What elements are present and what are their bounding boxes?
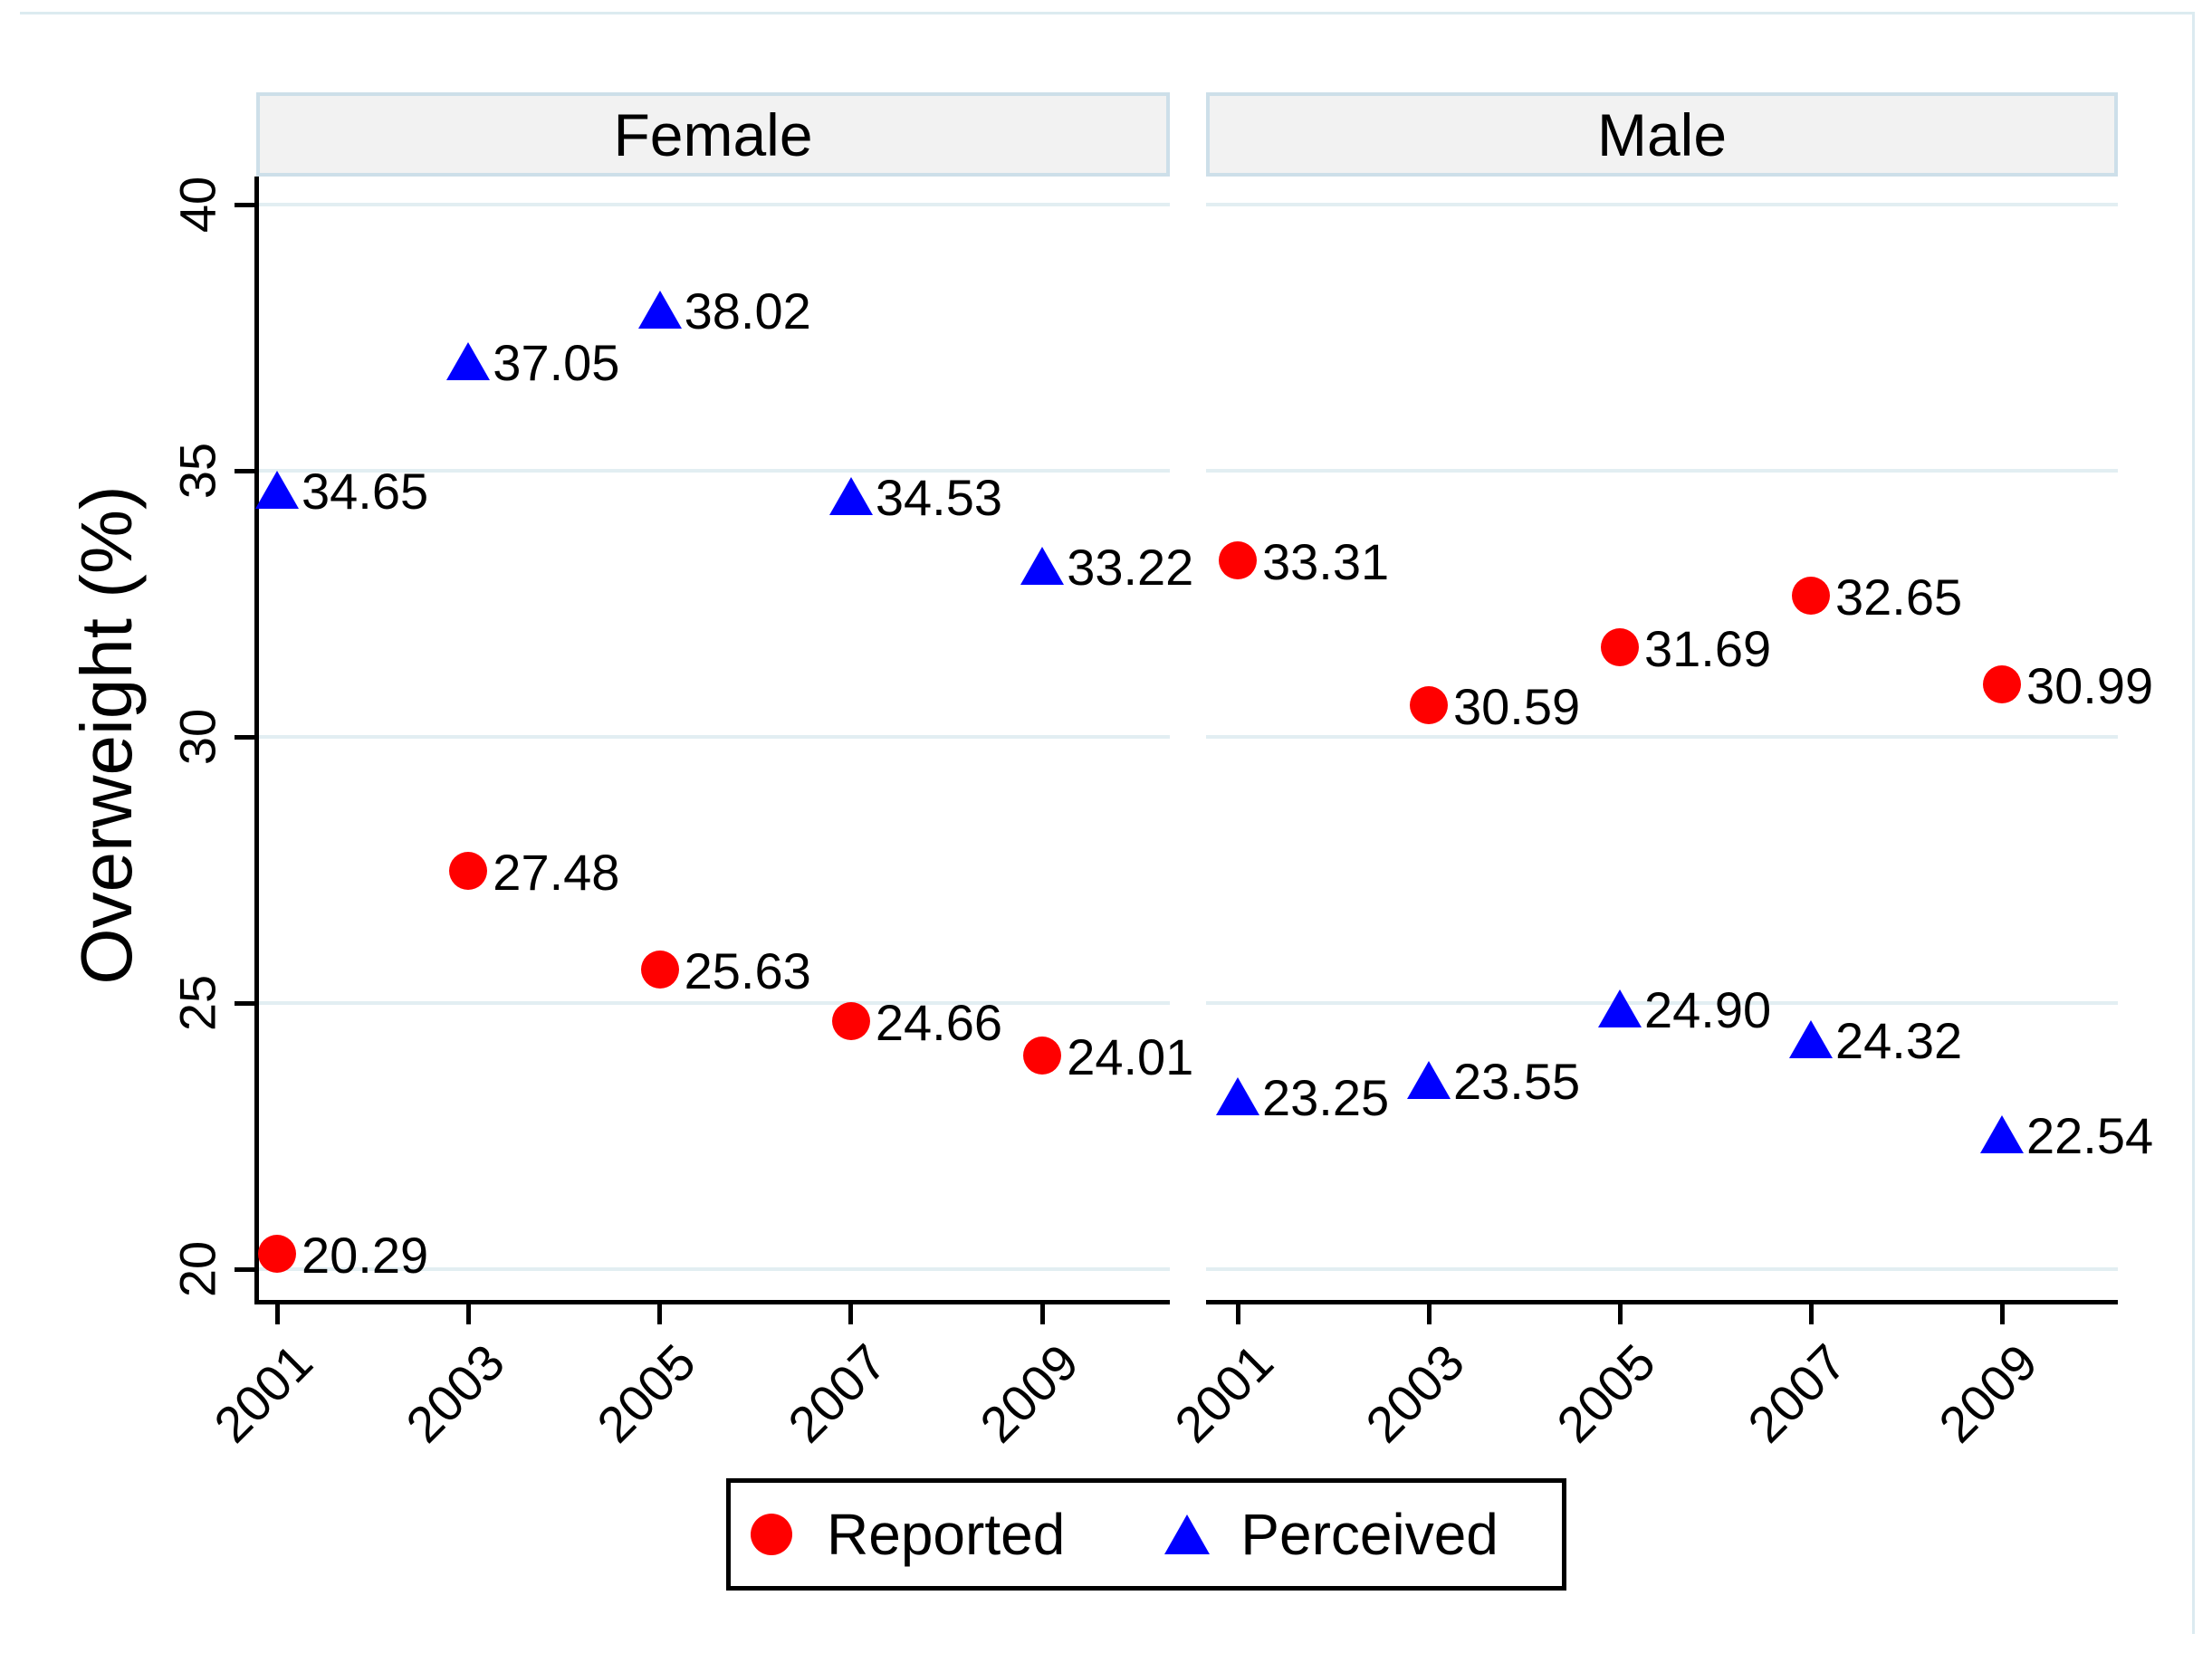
x-tick-female-2005 [657,1304,663,1324]
label-perceived-male-2003: 23.55 [1453,1053,1581,1111]
x-tick-male-2001 [1235,1304,1240,1324]
label-reported-male-2009: 30.99 [2026,656,2154,714]
marker-reported-female-2005 [640,951,679,989]
x-tick-label-text: 2003 [394,1333,515,1454]
label-perceived-female-2007: 34.53 [875,468,1003,526]
marker-reported-male-2003 [1410,686,1448,725]
label-perceived-female-2005: 38.02 [684,282,811,340]
gridline-male-25 [1206,1001,2118,1006]
x-tick-female-2001 [274,1304,280,1324]
facet-header-female: Female [256,92,1170,177]
marker-perceived-female-2009 [1020,546,1065,585]
x-tick-female-2007 [848,1304,854,1324]
y-tick-30 [235,734,254,740]
label-perceived-female-2001: 34.65 [302,462,429,520]
marker-perceived-male-2005 [1598,989,1642,1027]
x-tick-label-text: 2007 [1737,1333,1858,1454]
y-tick-label-25: 25 [168,974,226,1032]
x-tick-label-text: 2001 [1163,1333,1285,1454]
marker-perceived-female-2001 [255,470,299,509]
marker-perceived-female-2003 [446,342,491,381]
gridline-female-25 [256,1001,1170,1006]
label-perceived-female-2003: 37.05 [493,334,620,392]
label-reported-male-2003: 30.59 [1453,678,1581,736]
x-axis-line-female [256,1300,1170,1304]
gridline-male-35 [1206,469,2118,473]
label-reported-female-2009: 24.01 [1067,1028,1194,1086]
label-reported-male-2001: 33.31 [1262,533,1390,591]
gridline-female-40 [256,203,1170,206]
gridline-female-30 [256,735,1170,740]
marker-perceived-female-2005 [637,291,682,330]
x-tick-label-text: 2001 [203,1333,324,1454]
y-tick-label-35: 35 [168,442,226,500]
marker-perceived-male-2001 [1216,1077,1259,1115]
gridline-female-20 [256,1267,1170,1272]
y-tick-35 [235,468,254,473]
label-reported-female-2001: 20.29 [302,1227,429,1285]
label-perceived-male-2007: 24.32 [1835,1012,1963,1070]
graph-border-right [2192,12,2195,1634]
marker-reported-female-2001 [258,1235,296,1274]
marker-reported-male-2005 [1601,627,1639,666]
legend-reported-circle-icon [751,1514,792,1555]
label-reported-male-2007: 32.65 [1835,568,1963,626]
facet-header-female-label: Female [613,100,813,168]
label-perceived-male-2009: 22.54 [2026,1106,2154,1164]
y-tick-25 [235,1000,254,1006]
x-tick-female-2009 [1039,1304,1045,1324]
x-tick-label-text: 2009 [1928,1333,2049,1454]
gridline-male-30 [1206,735,2118,740]
x-tick-label-text: 2007 [777,1333,898,1454]
gridline-male-20 [1206,1267,2118,1272]
y-axis-line [254,177,259,1304]
marker-reported-female-2007 [831,1002,870,1041]
legend-perceived-triangle-icon [1164,1514,1211,1554]
x-tick-male-2005 [1617,1304,1623,1324]
legend-reported-label: Reported [827,1502,1066,1567]
label-reported-female-2003: 27.48 [493,844,620,902]
x-tick-female-2003 [465,1304,471,1324]
x-tick-label-text: 2009 [968,1333,1089,1454]
marker-reported-female-2003 [449,852,488,891]
graph-border-top [20,12,2195,14]
facet-header-male-label: Male [1596,100,1728,168]
label-perceived-male-2001: 23.25 [1262,1069,1390,1126]
marker-reported-male-2009 [1983,664,2021,703]
marker-reported-female-2009 [1023,1037,1062,1075]
x-tick-label-text: 2005 [1546,1333,1667,1454]
x-tick-label-text: 2005 [586,1333,706,1454]
marker-perceived-female-2007 [828,476,873,515]
y-axis-title: Overweight (%) [66,485,147,985]
marker-perceived-male-2003 [1407,1061,1451,1100]
label-perceived-male-2005: 24.90 [1644,980,1772,1038]
gridline-male-40 [1206,203,2118,206]
x-axis-line-male [1206,1300,2118,1304]
marker-perceived-male-2009 [1980,1114,2024,1153]
label-reported-female-2005: 25.63 [684,942,811,1000]
y-tick-label-20: 20 [168,1240,226,1298]
legend: Reported Perceived [726,1478,1566,1591]
gridline-female-35 [256,469,1170,473]
x-tick-male-2009 [1999,1304,2005,1324]
y-tick-20 [235,1266,254,1272]
x-tick-label-text: 2003 [1355,1333,1476,1454]
marker-reported-male-2007 [1792,577,1830,616]
y-tick-label-40: 40 [168,176,226,234]
marker-reported-male-2001 [1219,541,1257,580]
label-reported-male-2005: 31.69 [1644,619,1772,677]
marker-perceived-male-2007 [1789,1020,1833,1059]
label-reported-female-2007: 24.66 [875,994,1003,1052]
legend-perceived-label: Perceived [1240,1502,1499,1567]
x-tick-male-2003 [1426,1304,1432,1324]
facet-header-male: Male [1206,92,2118,177]
x-tick-male-2007 [1808,1304,1814,1324]
y-tick-40 [235,202,254,207]
y-tick-label-30: 30 [168,708,226,766]
label-perceived-female-2009: 33.22 [1067,538,1194,596]
